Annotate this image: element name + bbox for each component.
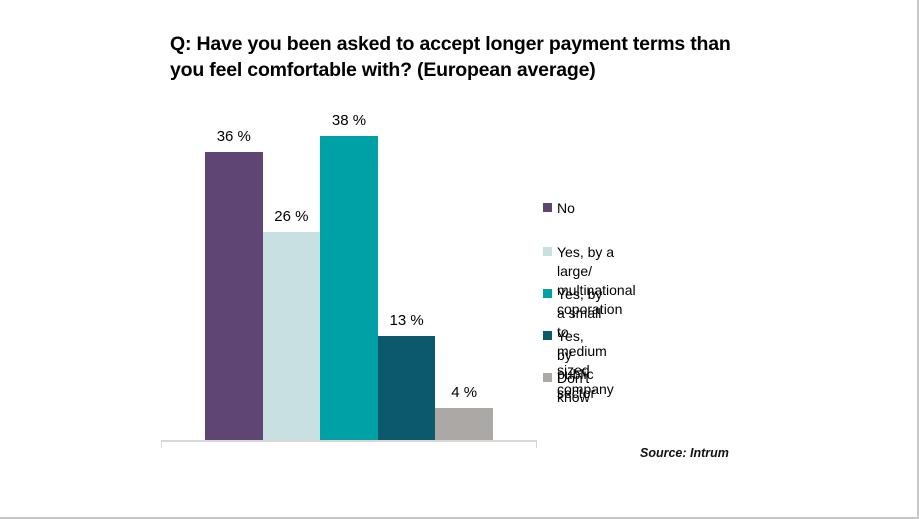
bar-value-label-public-sector: 13 % xyxy=(389,312,424,329)
legend-label-public-sector: Yes, by public sector xyxy=(557,328,596,401)
legend-item-public-sector: Yes, by public sector xyxy=(543,327,595,403)
legend-swatch-no xyxy=(543,203,552,212)
legend-label-small-medium-company: Yes, by a small to medium sized company xyxy=(557,286,614,397)
bar-large-multinational xyxy=(262,232,321,440)
legend-label-no: No xyxy=(557,200,575,216)
chart-title: Q: Have you been asked to accept longer … xyxy=(170,33,731,81)
legend-label-large-multinational: Yes, by a large/ multinational coporatio… xyxy=(557,244,636,317)
legend-swatch-public-sector xyxy=(543,331,552,340)
legend-item-large-multinational: Yes, by a large/ multinational coporatio… xyxy=(543,243,636,319)
legend-swatch-large-multinational xyxy=(543,247,552,256)
bar-dont-know xyxy=(435,408,493,440)
bar-value-label-large-multinational: 26 % xyxy=(274,208,309,225)
bar-no xyxy=(205,152,263,440)
bar-small-medium-company xyxy=(320,136,378,440)
bar-value-label-no: 36 % xyxy=(216,128,251,145)
source-note: Source: Intrum xyxy=(640,446,729,460)
bar-public-sector xyxy=(377,336,436,440)
legend-item-small-medium-company: Yes, by a small to medium sized company xyxy=(543,285,614,399)
legend-item-dont-know: Don't know xyxy=(543,369,590,407)
legend-swatch-dont-know xyxy=(543,373,552,382)
legend-swatch-small-medium-company xyxy=(543,289,552,298)
legend-item-no: No xyxy=(543,199,575,218)
bar-value-label-dont-know: 4 % xyxy=(451,384,478,401)
x-axis-line xyxy=(161,440,537,448)
legend-label-dont-know: Don't know xyxy=(557,370,590,405)
bar-value-label-small-medium-company: 38 % xyxy=(331,112,367,129)
